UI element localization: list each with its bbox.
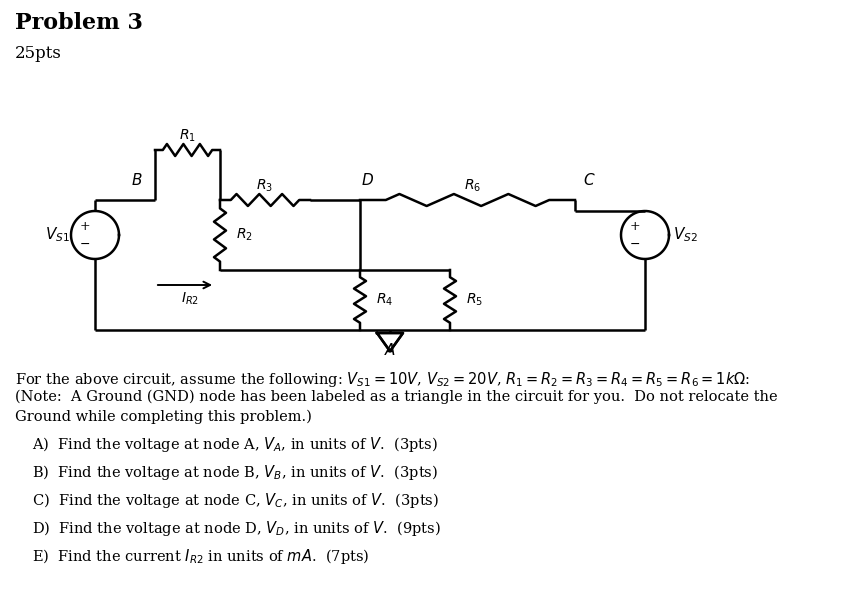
Text: (Note:  A Ground (GND) node has been labeled as a triangle in the circuit for yo: (Note: A Ground (GND) node has been labe… [15, 390, 778, 404]
Text: $R_2$: $R_2$ [236, 227, 253, 243]
Text: Problem 3: Problem 3 [15, 12, 143, 34]
Text: $R_1$: $R_1$ [179, 128, 196, 144]
Text: Ground while completing this problem.): Ground while completing this problem.) [15, 410, 312, 424]
Text: +: + [80, 221, 91, 233]
Text: $I_{R2}$: $I_{R2}$ [181, 291, 199, 307]
Text: $R_5$: $R_5$ [466, 292, 483, 308]
Text: $-$: $-$ [629, 236, 640, 250]
Text: 25pts: 25pts [15, 45, 62, 62]
Polygon shape [377, 333, 403, 351]
Text: B)  Find the voltage at node B, $V_B$, in units of $V$.  (3pts): B) Find the voltage at node B, $V_B$, in… [32, 463, 438, 482]
Text: $R_3$: $R_3$ [257, 178, 274, 194]
Text: C)  Find the voltage at node C, $V_C$, in units of $V$.  (3pts): C) Find the voltage at node C, $V_C$, in… [32, 491, 439, 510]
Text: $C$: $C$ [583, 172, 595, 188]
Text: E)  Find the current $I_{R2}$ in units of $mA$.  (7pts): E) Find the current $I_{R2}$ in units of… [32, 547, 369, 566]
Text: $B$: $B$ [131, 172, 143, 188]
Text: $R_4$: $R_4$ [376, 292, 393, 308]
Text: $R_6$: $R_6$ [464, 178, 481, 194]
Text: A)  Find the voltage at node A, $V_A$, in units of $V$.  (3pts): A) Find the voltage at node A, $V_A$, in… [32, 435, 438, 454]
Text: $V_{S1}$: $V_{S1}$ [45, 225, 69, 244]
Text: $D$: $D$ [362, 172, 374, 188]
Text: $-$: $-$ [80, 236, 91, 250]
Text: D)  Find the voltage at node D, $V_D$, in units of $V$.  (9pts): D) Find the voltage at node D, $V_D$, in… [32, 519, 441, 538]
Text: $V_{S2}$: $V_{S2}$ [673, 225, 697, 244]
Text: +: + [629, 221, 640, 233]
Text: $A$: $A$ [384, 342, 396, 358]
Text: For the above circuit, assume the following: $V_{S1} = 10V$, $V_{S2} = 20V$, $R_: For the above circuit, assume the follow… [15, 370, 750, 389]
